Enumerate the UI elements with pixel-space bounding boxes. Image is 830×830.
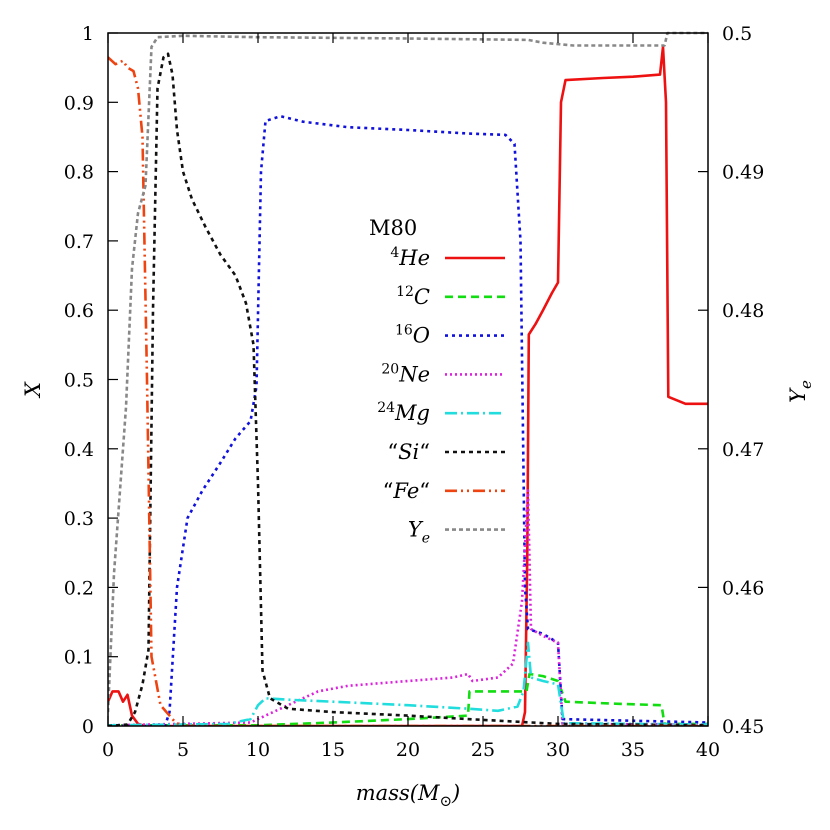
y-tick-label: 0.3 (64, 508, 94, 530)
series-line-4 (108, 641, 708, 726)
series-line-1 (108, 672, 708, 726)
legend-label-3: 20Ne (381, 361, 430, 386)
x-tick-label: 40 (696, 739, 720, 761)
legend-label-7: Ye (408, 518, 430, 547)
series-line-7 (108, 31, 708, 713)
y-tick-label: 0.4 (64, 439, 94, 461)
plot-area (108, 31, 708, 726)
y2-axis-title: Ye (786, 380, 815, 403)
axis-ticks: 0 5 10 15 20 25 30 35 40 0 0.1 0.2 0.3 0.4 0.5 0.6 0.7 0.… (64, 23, 765, 761)
y2-tick-label: 0.48 (722, 300, 764, 322)
x-tick-label: 20 (396, 739, 420, 761)
y-axis-title: X (21, 381, 45, 399)
y-tick-label: 0.8 (64, 162, 94, 184)
y-tick-label: 0.7 (64, 231, 94, 253)
x-tick-label: 30 (546, 739, 570, 761)
y-tick-label: 0.9 (64, 92, 94, 114)
x-tick-label: 0 (102, 739, 114, 761)
legend: M80 4He 12C 16O 20Ne 24Mg “Si“ “Fe“ Ye (369, 216, 505, 547)
legend-label-5: “Si“ (387, 440, 430, 464)
series-line-5 (108, 52, 708, 726)
x-tick-label: 10 (246, 739, 270, 761)
y2-tick-label: 0.45 (722, 716, 764, 738)
series-line-2 (108, 114, 708, 726)
x-tick-label: 25 (471, 739, 495, 761)
y2-tick-label: 0.5 (722, 23, 752, 45)
y-tick-label: 0.1 (64, 647, 94, 669)
x-tick-label: 5 (177, 739, 189, 761)
x-axis-title: mass(M⊙) (356, 781, 460, 810)
y-tick-label: 0 (82, 716, 94, 738)
y2-tick-label: 0.46 (722, 577, 764, 599)
series-line-0 (108, 45, 708, 726)
x-tick-label: 35 (621, 739, 645, 761)
y-tick-label: 0.2 (64, 577, 94, 599)
legend-label-6: “Fe“ (383, 479, 430, 503)
y2-tick-label: 0.49 (722, 162, 764, 184)
y-tick-label: 0.6 (64, 300, 94, 322)
legend-label-2: 16O (395, 323, 430, 348)
legend-label-1: 12C (396, 284, 430, 309)
series-line-6 (108, 56, 708, 726)
y-tick-label: 0.5 (64, 370, 94, 392)
legend-title: M80 (369, 216, 417, 240)
legend-label-4: 24Mg (377, 400, 430, 425)
legend-label-0: 4He (390, 245, 430, 270)
series-line-3 (108, 489, 708, 726)
y-tick-label: 1 (82, 23, 94, 45)
x-tick-label: 15 (321, 739, 345, 761)
y2-tick-label: 0.47 (722, 439, 764, 461)
